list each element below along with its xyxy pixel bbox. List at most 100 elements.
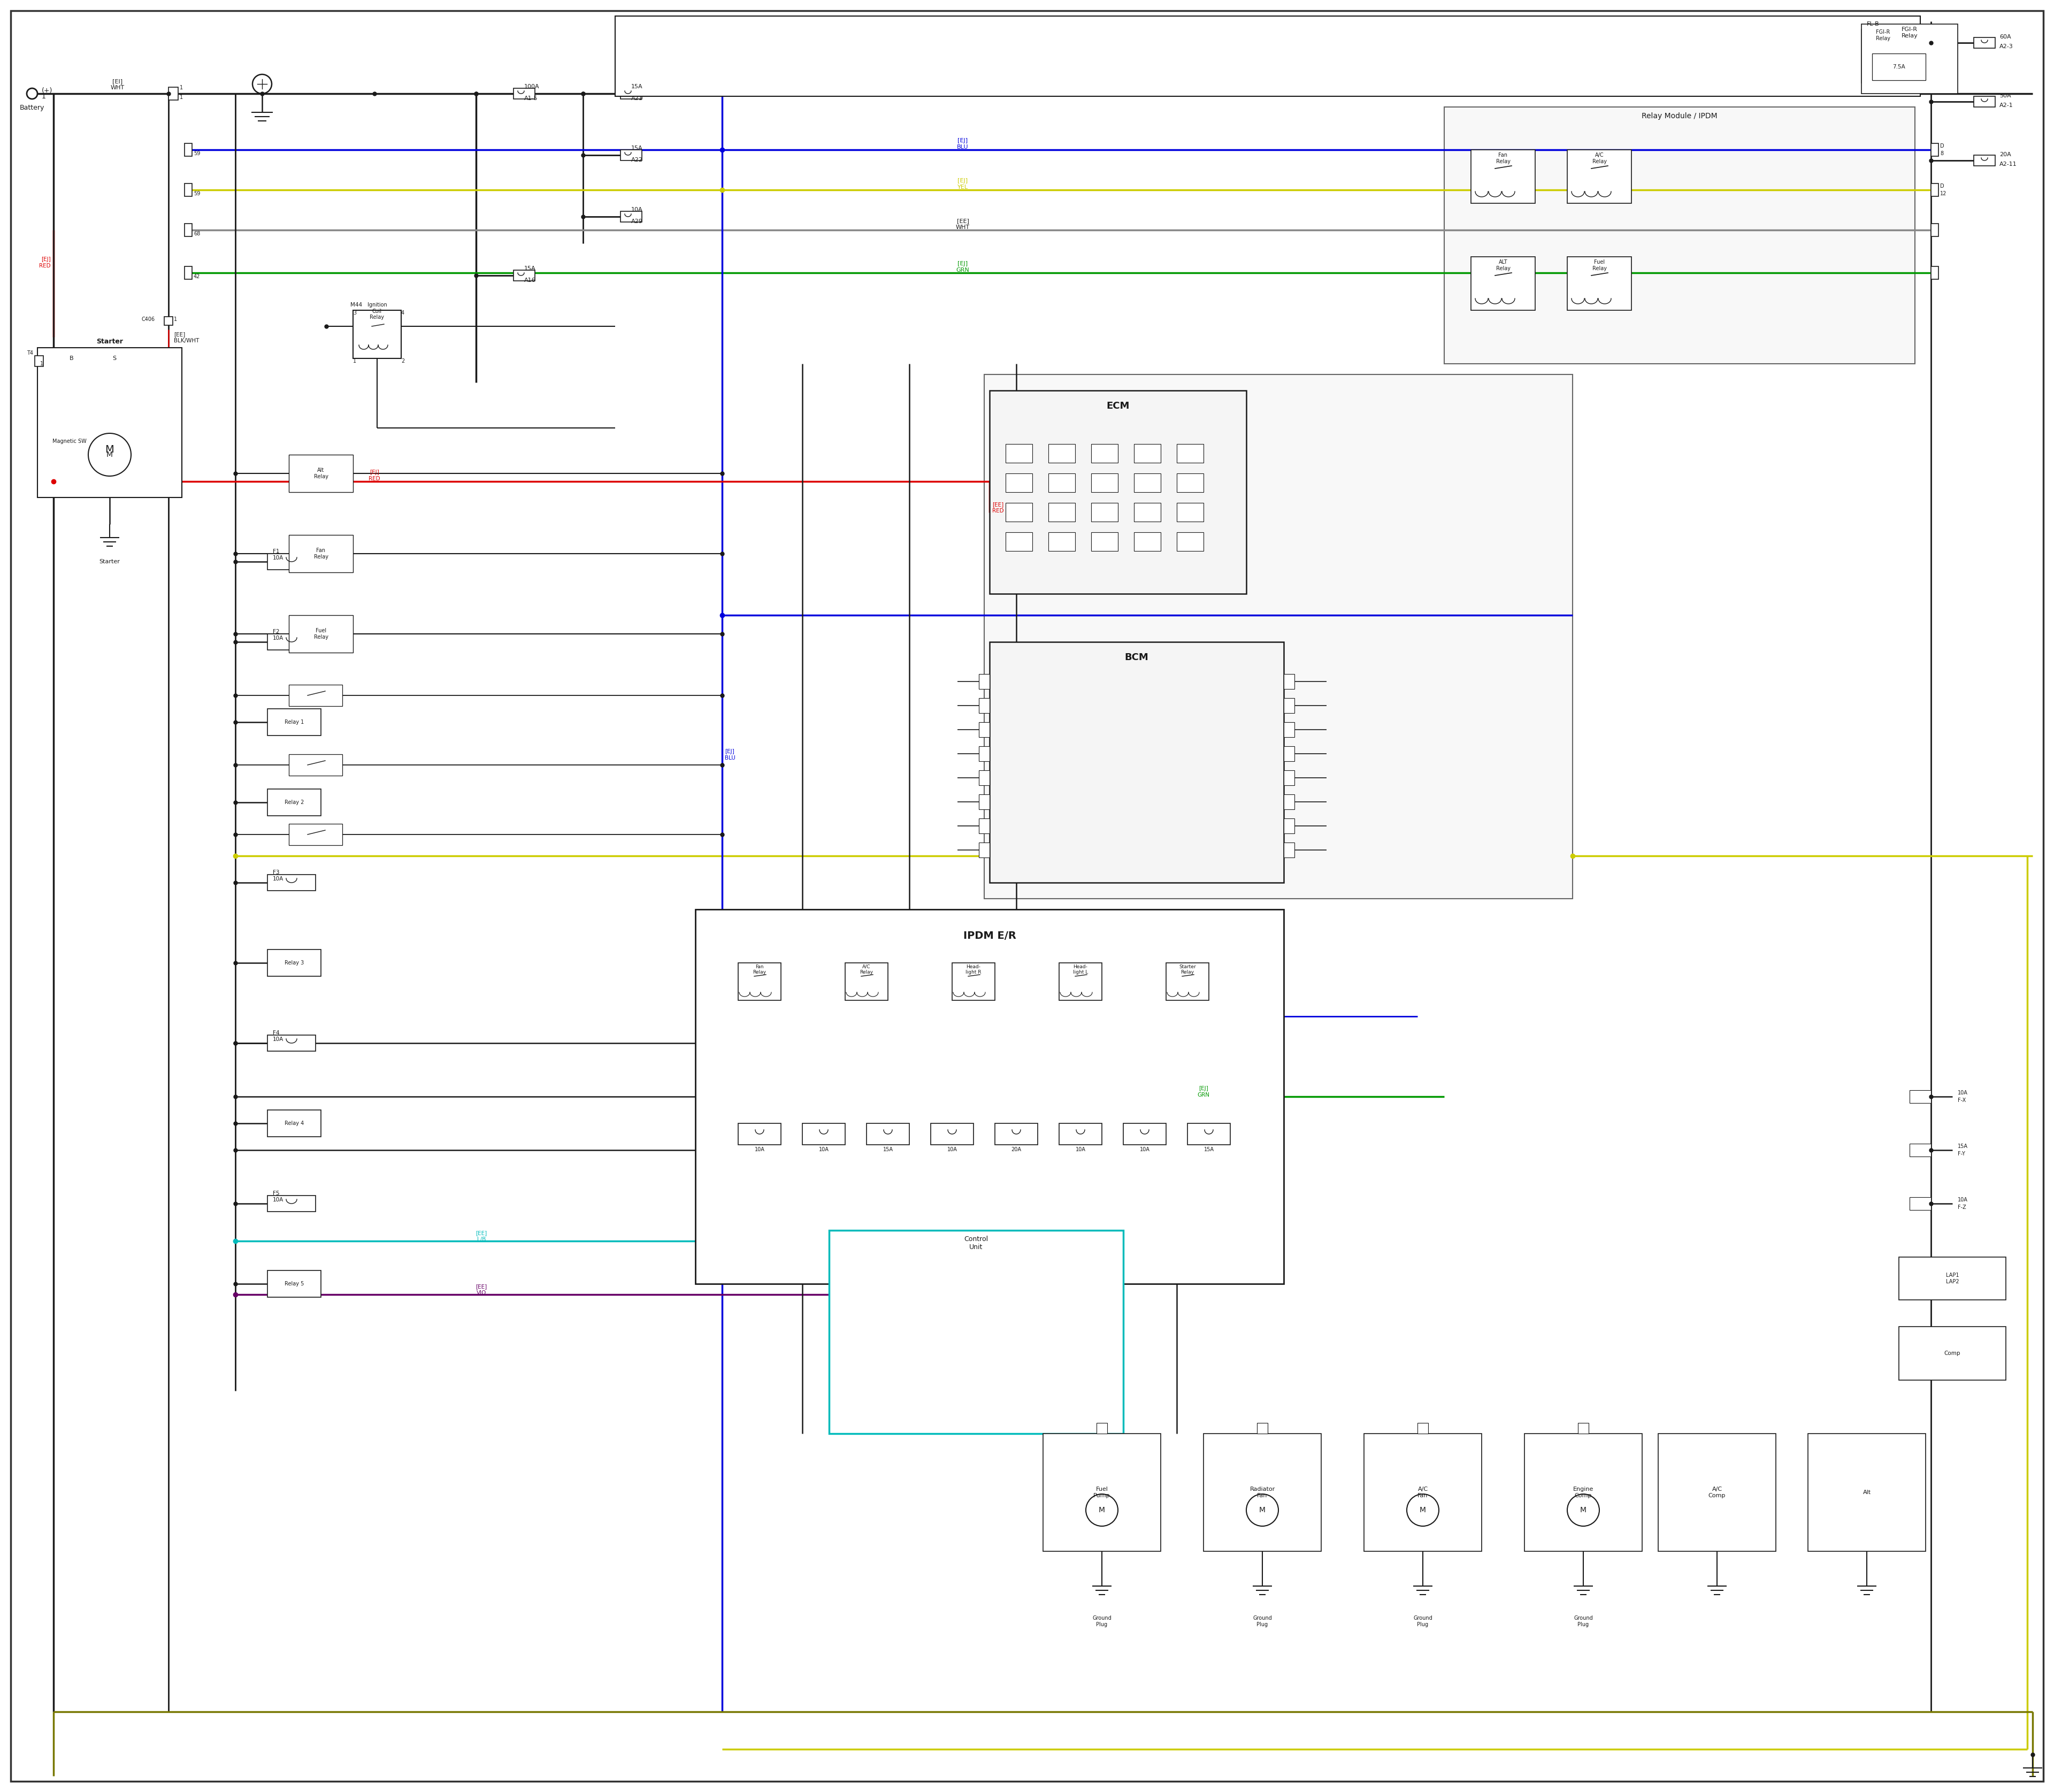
Bar — [1910, 1197, 1931, 1210]
Bar — [1048, 444, 1074, 462]
Bar — [1284, 699, 1294, 713]
Text: WHT: WHT — [111, 84, 125, 90]
Bar — [1060, 1124, 1101, 1145]
Text: 10A: 10A — [1957, 1197, 1968, 1202]
Text: Starter: Starter — [99, 559, 119, 564]
Bar — [980, 674, 990, 688]
Text: [EE]
L/B: [EE] L/B — [477, 1231, 487, 1242]
Text: 20A: 20A — [1011, 1147, 1021, 1152]
Text: M44: M44 — [351, 303, 362, 308]
Bar — [1567, 151, 1631, 202]
Bar — [1006, 473, 1033, 493]
Text: Starter: Starter — [97, 339, 123, 346]
Text: 10A: 10A — [1076, 1147, 1085, 1152]
Bar — [1048, 532, 1074, 550]
Text: M: M — [1580, 1507, 1586, 1514]
Bar — [1177, 504, 1204, 521]
Bar — [1177, 473, 1204, 493]
Text: Relay Module / IPDM: Relay Module / IPDM — [1641, 113, 1717, 120]
Bar — [1577, 1423, 1588, 1434]
Bar — [1658, 1434, 1777, 1552]
Text: Magnetic SW: Magnetic SW — [53, 439, 86, 444]
Text: 59: 59 — [193, 151, 199, 156]
Text: 3: 3 — [353, 310, 355, 315]
Bar — [1048, 504, 1074, 521]
Circle shape — [1567, 1495, 1600, 1527]
Text: 10A: 10A — [820, 1147, 828, 1152]
Bar — [1060, 962, 1101, 1000]
Bar — [980, 819, 990, 833]
Bar — [1284, 745, 1294, 762]
Text: [EJ]
RED: [EJ] RED — [39, 256, 51, 269]
Text: Alt
Relay: Alt Relay — [314, 468, 329, 478]
Text: Battery: Battery — [21, 104, 45, 111]
Bar — [267, 554, 316, 570]
Bar — [35, 357, 43, 366]
Bar — [267, 1109, 320, 1136]
Text: FGI-R
Relay: FGI-R Relay — [1902, 27, 1918, 38]
Bar — [1167, 962, 1210, 1000]
Text: 7.5A: 7.5A — [1892, 65, 1906, 70]
Text: A/C
Fan: A/C Fan — [1417, 1487, 1428, 1498]
Text: 12: 12 — [1941, 192, 1947, 197]
Text: Fan
Relay: Fan Relay — [754, 964, 766, 975]
Bar — [620, 151, 641, 161]
Bar — [267, 874, 316, 891]
Bar — [1284, 722, 1294, 737]
Bar — [185, 183, 191, 197]
Text: D: D — [1941, 183, 1945, 188]
Text: 1: 1 — [181, 95, 183, 100]
Text: 42: 42 — [193, 274, 199, 280]
Text: Relay 1: Relay 1 — [286, 719, 304, 724]
Bar — [267, 1195, 316, 1211]
Bar — [1861, 29, 1904, 82]
Bar — [37, 348, 183, 498]
Text: A2-11: A2-11 — [1999, 161, 2017, 167]
Bar — [980, 722, 990, 737]
Text: 15A: 15A — [1957, 1143, 1968, 1149]
Text: F-X: F-X — [1957, 1098, 1966, 1104]
Text: 2: 2 — [401, 358, 405, 364]
Bar — [980, 842, 990, 858]
Text: 10A: 10A — [754, 1147, 764, 1152]
Text: ECM: ECM — [1107, 401, 1130, 410]
Text: FGI-R
Relay: FGI-R Relay — [1875, 29, 1890, 41]
Bar — [1861, 23, 1957, 93]
Text: A21: A21 — [631, 95, 643, 100]
Text: 10A: 10A — [631, 208, 643, 213]
Text: 50A: 50A — [1999, 93, 2011, 99]
Bar — [1444, 108, 1914, 364]
Text: 1: 1 — [353, 358, 355, 364]
Bar — [1567, 256, 1631, 310]
Bar — [1364, 1434, 1481, 1552]
Text: A/C
Comp: A/C Comp — [1709, 1487, 1725, 1498]
Text: 15A: 15A — [1204, 1147, 1214, 1152]
Text: M: M — [107, 452, 113, 459]
Bar — [267, 788, 320, 815]
Bar — [290, 685, 343, 706]
Text: Fuel
Pump: Fuel Pump — [1093, 1487, 1111, 1498]
Text: Ground
Plug: Ground Plug — [1573, 1615, 1592, 1627]
Bar — [1006, 532, 1033, 550]
Bar — [990, 642, 1284, 883]
Text: 15A: 15A — [631, 145, 643, 151]
Bar — [267, 1271, 320, 1297]
Bar — [1471, 256, 1534, 310]
Bar — [1284, 819, 1294, 833]
Text: 100A: 100A — [524, 84, 540, 90]
Text: 68: 68 — [193, 231, 199, 237]
Bar — [1910, 1090, 1931, 1104]
Bar — [1417, 1423, 1428, 1434]
Bar — [1091, 473, 1117, 493]
Text: A22: A22 — [631, 158, 643, 163]
Text: 4: 4 — [401, 310, 405, 315]
Text: Head-
light L: Head- light L — [1072, 964, 1089, 975]
Bar — [353, 310, 401, 358]
Text: BCM: BCM — [1126, 652, 1148, 663]
Text: A2-1: A2-1 — [1999, 102, 2013, 108]
Text: A1-5: A1-5 — [524, 95, 538, 100]
Bar — [168, 88, 179, 100]
Text: F3
10A: F3 10A — [273, 869, 283, 882]
Text: ALT
Relay: ALT Relay — [1495, 260, 1510, 271]
Text: 10A: 10A — [1957, 1090, 1968, 1095]
